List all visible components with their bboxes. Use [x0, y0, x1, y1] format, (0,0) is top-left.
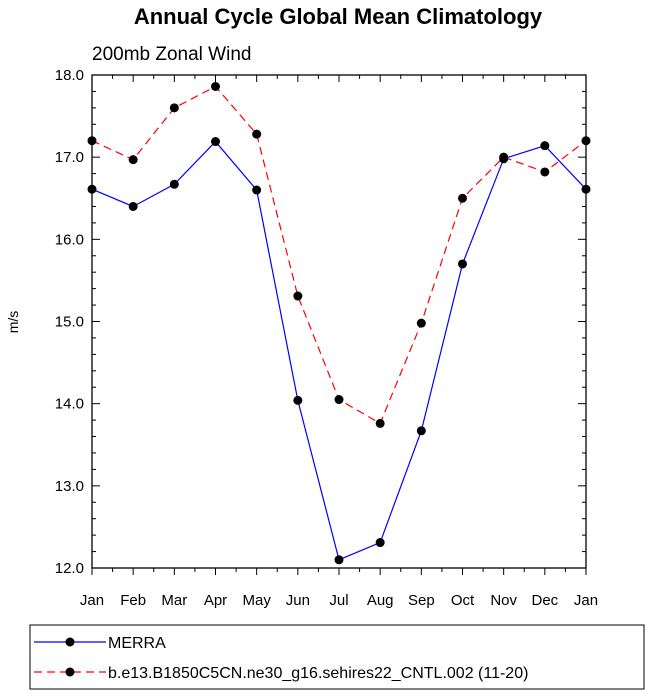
y-tick-label: 12.0 — [55, 560, 84, 577]
x-tick-label: Dec — [531, 592, 558, 609]
x-tick-label: Apr — [204, 592, 227, 609]
y-tick-label: 18.0 — [55, 67, 84, 84]
series-1-point — [375, 418, 385, 428]
series-0-point — [293, 395, 303, 405]
series-0-point — [416, 426, 426, 436]
series-1-point — [334, 395, 344, 405]
series-line-1 — [91, 85, 587, 425]
series-1-point — [458, 193, 467, 203]
plot-frame — [91, 74, 587, 569]
series-1-point — [540, 167, 550, 177]
series-0-point — [211, 137, 220, 147]
y-tick-label: 13.0 — [55, 478, 84, 495]
series-0-point — [334, 555, 344, 565]
x-tick-label: Mar — [161, 592, 187, 609]
series-1-point — [128, 155, 138, 165]
series-layer — [87, 82, 591, 565]
series-1-point — [169, 103, 179, 113]
x-tick-label: Jan — [80, 592, 104, 609]
legend-marker-merra — [65, 637, 75, 647]
series-0-point — [375, 538, 385, 548]
y-tick-label: 14.0 — [55, 396, 84, 413]
x-tick-label: Jul — [329, 592, 348, 609]
y-tick-label: 16.0 — [55, 231, 84, 248]
series-line-0 — [91, 140, 587, 561]
series-0-point — [458, 259, 467, 269]
y-tick-label: 15.0 — [55, 314, 84, 331]
x-tick-label: Jan — [574, 592, 598, 609]
legend-box — [29, 624, 645, 690]
legend-label-merra: MERRA — [108, 635, 166, 652]
y-tick-label: 17.0 — [55, 149, 84, 166]
x-tick-label: May — [242, 592, 271, 609]
x-tick-label: Aug — [367, 592, 394, 609]
series-0-point — [128, 201, 138, 211]
legend-marker-cntl — [65, 667, 75, 677]
series-1-point — [252, 129, 262, 139]
series-1-point — [499, 152, 509, 162]
x-tick-label: Feb — [120, 592, 146, 609]
legend-label-cntl: b.e13.B1850C5CN.ne30_g16.sehires22_CNTL.… — [108, 665, 528, 682]
x-tick-label: Sep — [408, 592, 435, 609]
tick-layer: 12.0 13.0 14.0 15.0 16.0 17.0 18.0 Jan Feb Mar Apr… — [55, 67, 598, 609]
series-0-point — [169, 179, 179, 189]
legend: MERRA b.e13.B1850C5CN.ne30_g16.sehires22… — [29, 624, 645, 690]
y-axis-label: m/s — [5, 311, 21, 334]
x-tick-label: Nov — [490, 592, 517, 609]
chart-title: Annual Cycle Global Mean Climatology — [134, 4, 543, 29]
series-1-point — [416, 318, 426, 328]
x-tick-label: Oct — [451, 592, 475, 609]
series-1-point — [211, 82, 220, 92]
series-0-point — [540, 141, 550, 151]
series-1-point — [293, 291, 303, 301]
chart-subtitle: 200mb Zonal Wind — [92, 44, 251, 65]
x-tick-label: Jun — [286, 592, 310, 609]
series-0-point — [252, 185, 262, 195]
